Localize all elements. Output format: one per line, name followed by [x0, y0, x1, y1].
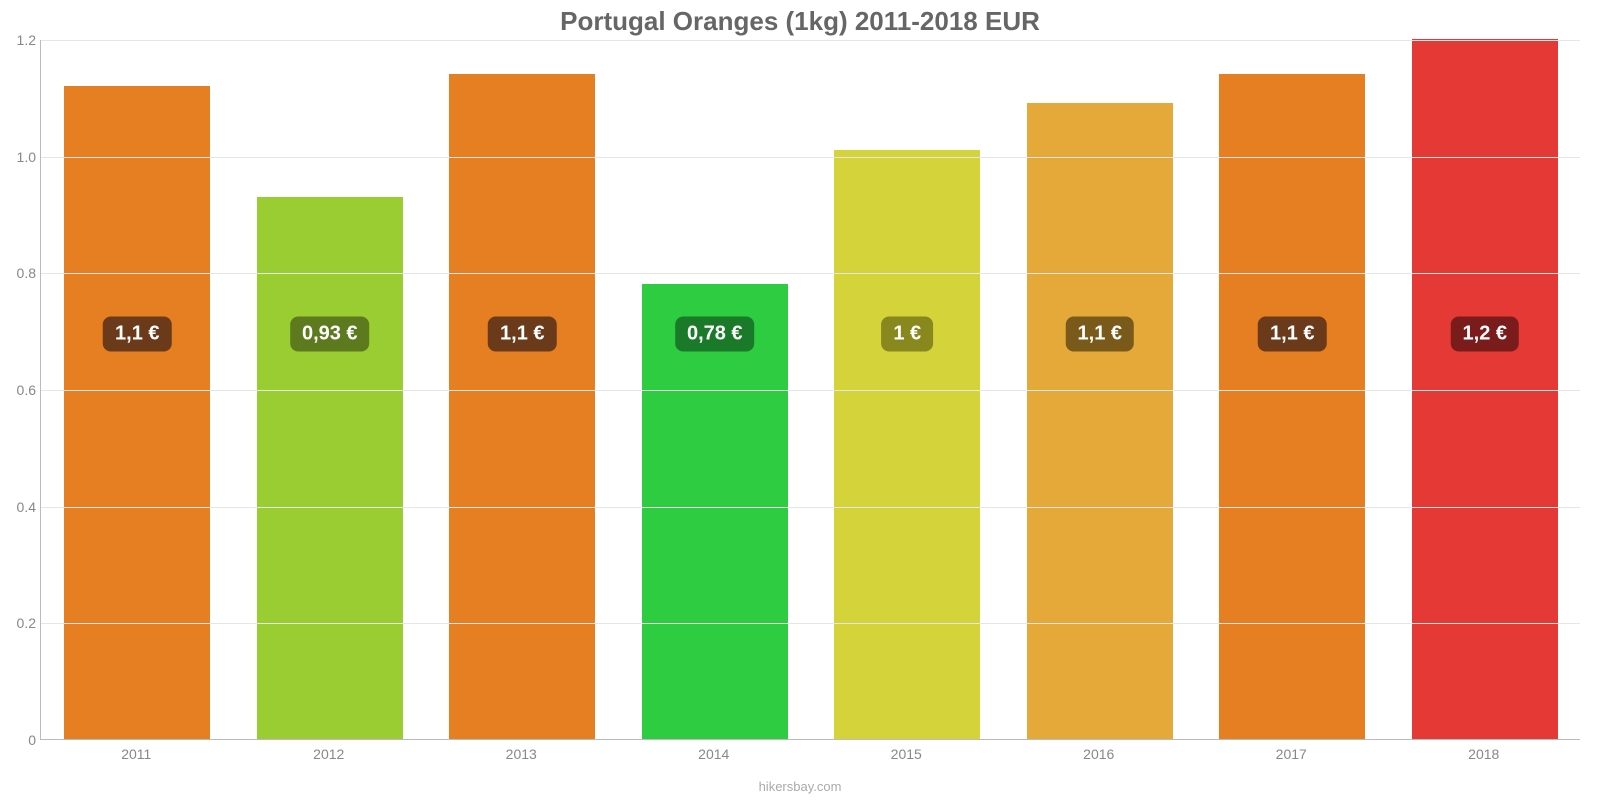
y-tick-label: 0.6 — [4, 382, 36, 398]
gridline — [41, 157, 1580, 158]
bar — [449, 74, 595, 739]
bar — [257, 197, 403, 740]
bar-value-label: 1,2 € — [1451, 317, 1519, 352]
y-tick-label: 0.8 — [4, 265, 36, 281]
gridline — [41, 507, 1580, 508]
bar-value-label: 0,93 € — [290, 317, 370, 352]
plot-area: 1,1 € 0,93 € 1,1 € 0,78 € 1 € 1,1 € 1,1 € 1,2 € — [40, 40, 1580, 740]
bar-value-label: 1 € — [881, 317, 933, 352]
bar — [1219, 74, 1365, 739]
y-tick-label: 0.4 — [4, 499, 36, 515]
gridline — [41, 390, 1580, 391]
gridline — [41, 273, 1580, 274]
x-tick-label: 2014 — [698, 746, 729, 762]
chart-footer: hikersbay.com — [0, 779, 1600, 794]
bar — [1027, 103, 1173, 739]
x-tick-label: 2015 — [891, 746, 922, 762]
bar-value-label: 1,1 € — [488, 317, 556, 352]
gridline — [41, 623, 1580, 624]
bar-value-label: 1,1 € — [1066, 317, 1134, 352]
x-tick-label: 2016 — [1083, 746, 1114, 762]
chart-title: Portugal Oranges (1kg) 2011-2018 EUR — [0, 6, 1600, 37]
bar — [64, 86, 210, 739]
bar — [834, 150, 980, 739]
bar — [642, 284, 788, 739]
bar-value-label: 1,1 € — [103, 317, 171, 352]
bar-value-label: 0,78 € — [675, 317, 755, 352]
x-tick-label: 2013 — [506, 746, 537, 762]
x-tick-label: 2012 — [313, 746, 344, 762]
chart-container: Portugal Oranges (1kg) 2011-2018 EUR 1,1… — [0, 0, 1600, 800]
x-tick-label: 2018 — [1468, 746, 1499, 762]
x-tick-label: 2017 — [1276, 746, 1307, 762]
y-tick-label: 1.0 — [4, 149, 36, 165]
bar — [1412, 39, 1558, 739]
x-tick-label: 2011 — [121, 746, 151, 762]
bar-value-label: 1,1 € — [1258, 317, 1326, 352]
y-tick-label: 0 — [4, 732, 36, 748]
gridline — [41, 40, 1580, 41]
y-tick-label: 0.2 — [4, 615, 36, 631]
y-tick-label: 1.2 — [4, 32, 36, 48]
